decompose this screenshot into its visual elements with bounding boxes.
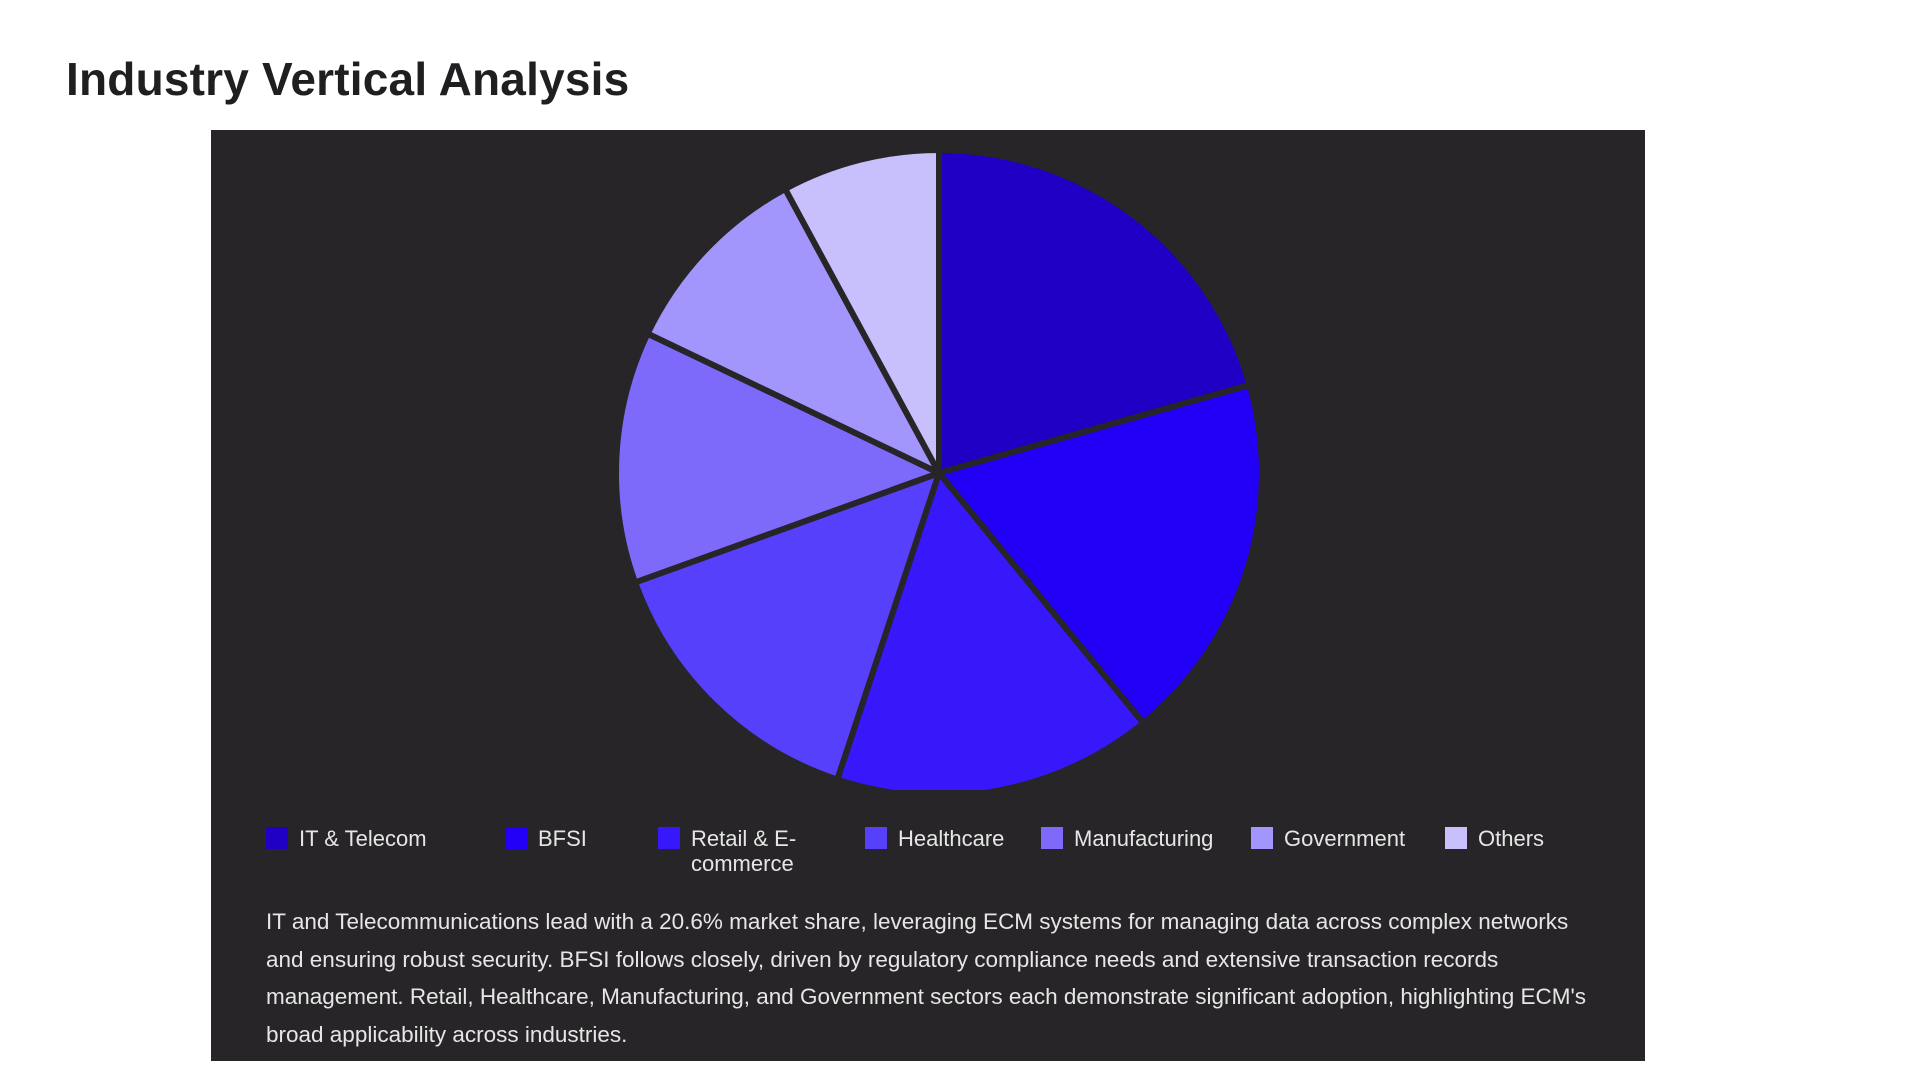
legend-item-bfsi[interactable]: BFSI [505,826,587,851]
legend-swatch-manufacturing [1041,827,1063,849]
chart-description: IT and Telecommunications lead with a 20… [266,909,1587,1047]
legend-item-others[interactable]: Others [1445,826,1544,851]
legend-swatch-retail-ecommerce [658,827,680,849]
pie-slice-manufacturing[interactable] [613,330,942,586]
legend-label-bfsi: BFSI [538,826,587,851]
legend-item-healthcare[interactable]: Healthcare [865,826,1004,851]
legend-item-government[interactable]: Government [1251,826,1405,851]
legend-label-it-telecom: IT & Telecom [299,826,427,851]
legend-swatch-others [1445,827,1467,849]
legend-swatch-government [1251,827,1273,849]
chart-panel: IT & Telecom BFSI Retail & E-commerce He… [211,130,1645,1061]
pie-slice-healthcare[interactable] [632,470,942,783]
pie-slice-it-telecom[interactable] [936,147,1253,476]
legend-label-retail-ecommerce: Retail & E-commerce [691,826,797,876]
pie-slice-others[interactable] [782,147,942,476]
legend-swatch-it-telecom [266,827,288,849]
pie-slice-bfsi[interactable] [936,381,1265,727]
chart-legend: IT & Telecom BFSI Retail & E-commerce He… [266,826,1626,882]
pie-chart [613,147,1265,790]
legend-swatch-bfsi [505,827,527,849]
legend-label-manufacturing: Manufacturing [1074,826,1214,851]
legend-label-healthcare: Healthcare [898,826,1005,851]
legend-swatch-healthcare [865,827,887,849]
legend-item-it-telecom[interactable]: IT & Telecom [266,826,427,851]
pie-slice-government[interactable] [644,185,942,476]
legend-item-retail-ecommerce[interactable]: Retail & E-commerce [658,826,811,876]
pie-slices [613,147,1265,790]
legend-label-others: Others [1478,826,1545,851]
legend-item-manufacturing[interactable]: Manufacturing [1041,826,1213,851]
legend-label-government: Government [1284,826,1406,851]
page-title: Industry Vertical Analysis [66,53,630,105]
